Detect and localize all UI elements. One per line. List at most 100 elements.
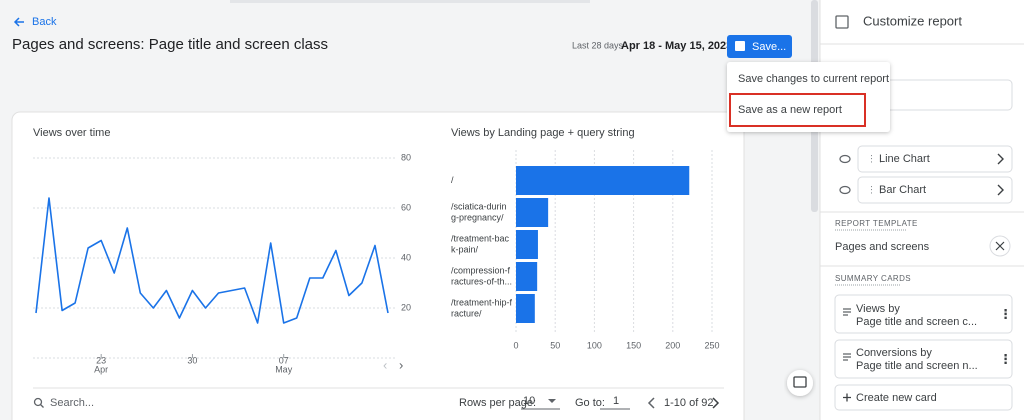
x-tick-label: 200	[665, 340, 680, 350]
save-menu-bg	[727, 62, 890, 132]
summary-card-title: Conversions by	[856, 347, 932, 359]
card-menu[interactable]: ⋮	[999, 306, 1012, 321]
line-chart-title: Views over time	[33, 127, 110, 139]
y-tick-label: 80	[401, 152, 411, 162]
drag-handle: ⋮⋮	[867, 184, 885, 194]
feedback-button[interactable]	[787, 370, 813, 396]
x-tick-month: Apr	[94, 364, 108, 374]
chart-item-name: Bar Chart	[879, 184, 926, 196]
menu-item[interactable]: Save changes to current report	[738, 73, 889, 85]
section-heading: SUMMARY CARDS	[835, 274, 911, 283]
menu-item[interactable]: Save as a new report	[738, 104, 842, 116]
date-range-label: Last 28 days	[572, 40, 624, 50]
page-prev[interactable]	[647, 397, 655, 409]
line-series	[35, 197, 389, 324]
side-panel-title: Customize report	[863, 13, 962, 28]
bar	[516, 198, 549, 227]
visibility-icon	[839, 185, 851, 195]
create-card-box	[834, 384, 1013, 411]
back-text: Back	[32, 16, 57, 28]
y-category-label: /sciatica-durin	[451, 201, 507, 211]
customize-icon	[835, 15, 849, 29]
chart-item-box	[857, 145, 1013, 173]
save-icon	[735, 41, 745, 51]
y-category-label: racture/	[451, 308, 482, 318]
bar-chart-title: Views by Landing page + query string	[451, 127, 635, 139]
y-tick-label: 20	[401, 302, 411, 312]
save-button[interactable]: Save...	[727, 35, 792, 58]
chart-item-name: Line Chart	[879, 153, 930, 165]
x-tick-label: 150	[626, 340, 641, 350]
section-heading: REPORT TEMPLATE	[835, 219, 918, 228]
y-category-label: /compression-f	[451, 265, 511, 275]
summary-card[interactable]: Views by Page title and screen c... ⋮	[834, 294, 1013, 334]
summary-card-subtitle: Page title and screen n...	[856, 360, 978, 372]
summary-card-subtitle: Page title and screen c...	[856, 316, 977, 328]
y-category-label: /	[451, 175, 454, 185]
y-category-label: /treatment-hip-f	[451, 297, 513, 307]
highlight-box	[729, 93, 866, 127]
chart-item[interactable]: ⋮⋮ Bar Chart	[839, 176, 1013, 204]
chevron	[997, 184, 1004, 196]
x-tick-label: 30	[187, 355, 197, 365]
summary-card-title: Views by	[856, 303, 900, 315]
page-next[interactable]	[712, 397, 720, 409]
save-button-text: Save...	[752, 41, 786, 53]
chart-item[interactable]: ⋮⋮ Line Chart	[839, 145, 1013, 173]
go-to-label: Go to:	[575, 397, 605, 409]
search-icon-handle	[40, 404, 44, 408]
chart-prev[interactable]: ‹	[383, 357, 387, 372]
x-tick-label: 250	[704, 340, 719, 350]
card-menu[interactable]: ⋮	[999, 351, 1012, 366]
search-input[interactable]: Search...	[50, 397, 94, 409]
card-icon	[843, 308, 851, 316]
x-tick-label: 0	[513, 340, 518, 350]
save-menu: Save changes to current report Save as a…	[727, 62, 890, 132]
card-icon	[843, 353, 851, 361]
rows-per-page-label: Rows per page:	[459, 397, 536, 409]
bar	[516, 166, 690, 195]
back-arrow	[13, 17, 24, 27]
rows-per-page[interactable]: 10	[523, 395, 535, 407]
template-link-icon	[995, 241, 1005, 251]
summary-card[interactable]: Conversions by Page title and screen n..…	[834, 339, 1013, 379]
y-tick-label: 40	[401, 252, 411, 262]
visibility-icon	[839, 154, 851, 164]
date-range: Apr 18 - May 15, 2023	[621, 40, 732, 52]
chevron	[997, 153, 1004, 165]
summary-card-box	[834, 339, 1013, 379]
bar	[516, 294, 535, 323]
x-tick-month: May	[275, 364, 293, 374]
drag-handle: ⋮⋮	[867, 153, 885, 163]
create-card-text: Create new card	[856, 392, 937, 404]
y-category-label: g-pregnancy/	[451, 212, 504, 222]
x-tick-label: 07	[279, 355, 289, 365]
plus-icon	[843, 393, 851, 402]
bar	[516, 230, 538, 259]
y-category-label: k-pain/	[451, 244, 479, 254]
top-bar	[230, 0, 590, 3]
x-tick-label: 100	[587, 340, 602, 350]
chart-next[interactable]: ›	[399, 357, 403, 372]
chart-item-box	[857, 176, 1013, 204]
y-tick-label: 60	[401, 202, 411, 212]
page-title: Pages and screens: Page title and screen…	[12, 36, 328, 53]
x-tick-label: 23	[96, 355, 106, 365]
back-link[interactable]: Back	[13, 16, 57, 28]
search-icon	[33, 397, 43, 407]
pagination: 1-10 of 92	[664, 397, 714, 409]
y-category-label: /treatment-bac	[451, 233, 510, 243]
go-to-input[interactable]: 1	[613, 395, 619, 407]
save-button-bg	[727, 35, 792, 58]
rows-dropdown-arrow	[548, 399, 556, 403]
feedback-icon	[793, 376, 807, 388]
bar	[516, 262, 538, 291]
report-template: Pages and screens	[835, 241, 930, 253]
y-category-label: ractures-of-th...	[451, 276, 512, 286]
summary-card-box	[834, 294, 1013, 334]
x-tick-label: 50	[550, 340, 560, 350]
create-card-button[interactable]: Create new card	[834, 384, 1013, 411]
